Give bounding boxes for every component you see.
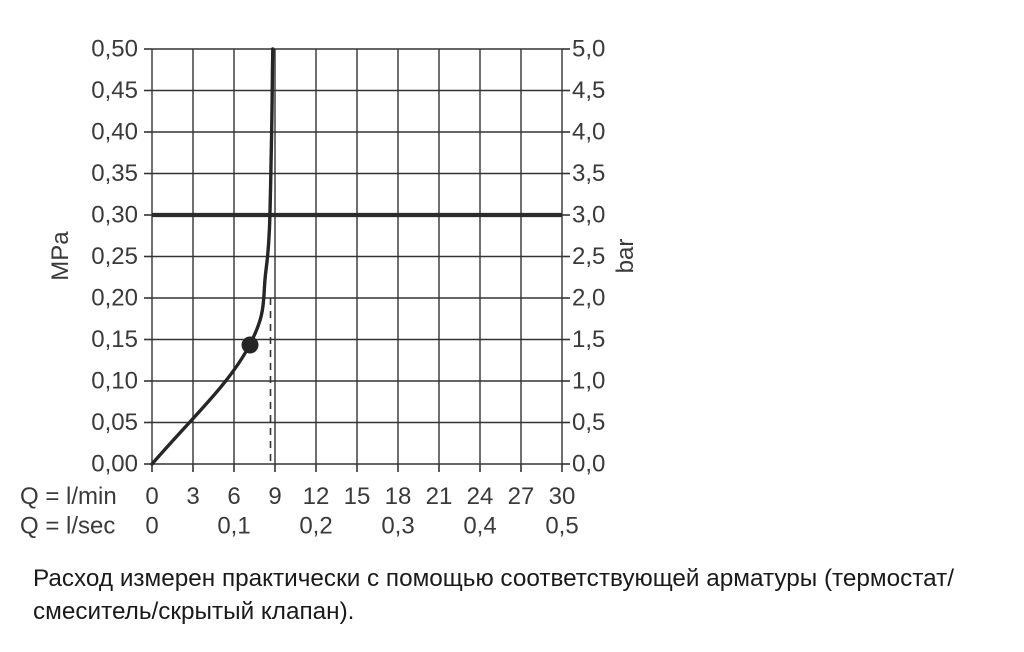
svg-text:6: 6 [227, 483, 240, 510]
svg-text:0: 0 [145, 513, 158, 540]
svg-text:18: 18 [385, 483, 412, 510]
svg-text:0,10: 0,10 [91, 368, 138, 395]
svg-text:21: 21 [426, 483, 453, 510]
svg-text:30: 30 [549, 483, 576, 510]
svg-text:1,0: 1,0 [572, 368, 605, 395]
svg-text:Q = l/sec: Q = l/sec [20, 513, 115, 540]
svg-text:смеситель/скрытый клапан).: смеситель/скрытый клапан). [33, 598, 354, 625]
svg-text:0: 0 [145, 483, 158, 510]
svg-text:3,0: 3,0 [572, 202, 605, 229]
svg-text:0,1: 0,1 [217, 513, 250, 540]
svg-text:0,0: 0,0 [572, 451, 605, 478]
svg-text:Q = l/min: Q = l/min [20, 483, 117, 510]
svg-text:3,5: 3,5 [572, 160, 605, 187]
svg-text:0,20: 0,20 [91, 285, 138, 312]
svg-text:24: 24 [467, 483, 494, 510]
svg-text:bar: bar [612, 239, 639, 274]
svg-text:0,00: 0,00 [91, 451, 138, 478]
svg-text:27: 27 [508, 483, 535, 510]
svg-text:3: 3 [186, 483, 199, 510]
svg-text:0,35: 0,35 [91, 160, 138, 187]
svg-text:15: 15 [344, 483, 371, 510]
svg-text:9: 9 [268, 483, 281, 510]
svg-text:0,3: 0,3 [381, 513, 414, 540]
svg-text:MPa: MPa [47, 231, 74, 281]
svg-text:0,30: 0,30 [91, 202, 138, 229]
svg-text:0,40: 0,40 [91, 119, 138, 146]
svg-text:0,15: 0,15 [91, 326, 138, 353]
svg-text:0,45: 0,45 [91, 77, 138, 104]
svg-text:0,05: 0,05 [91, 409, 138, 436]
svg-text:0,5: 0,5 [572, 409, 605, 436]
svg-text:Расход измерен практически с п: Расход измерен практически с помощью соо… [33, 565, 954, 592]
svg-text:0,50: 0,50 [91, 36, 138, 63]
svg-text:12: 12 [303, 483, 330, 510]
svg-text:4,0: 4,0 [572, 119, 605, 146]
svg-text:0,4: 0,4 [463, 513, 496, 540]
svg-text:5,0: 5,0 [572, 36, 605, 63]
svg-text:2,0: 2,0 [572, 285, 605, 312]
svg-text:0,5: 0,5 [545, 513, 578, 540]
svg-text:0,2: 0,2 [299, 513, 332, 540]
svg-text:0,25: 0,25 [91, 243, 138, 270]
svg-text:1,5: 1,5 [572, 326, 605, 353]
svg-text:2,5: 2,5 [572, 243, 605, 270]
svg-text:4,5: 4,5 [572, 77, 605, 104]
